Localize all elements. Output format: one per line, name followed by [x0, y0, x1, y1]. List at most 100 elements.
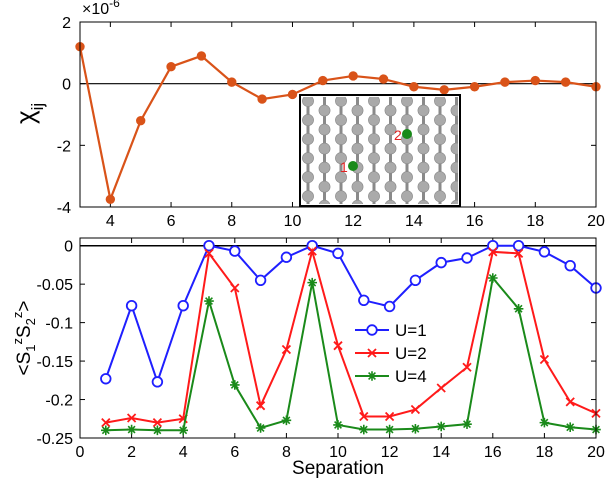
- data-point-u1: [203, 239, 215, 252]
- legend-marker-u2: [367, 348, 377, 358]
- chi-data-point: [196, 51, 207, 61]
- data-point-u2: [126, 413, 137, 423]
- lattice-atom: [484, 105, 495, 116]
- top-x-tick-label: 18: [526, 213, 544, 230]
- data-point-u1: [538, 246, 551, 258]
- data-point-u1: [332, 247, 344, 260]
- bottom-y-tick-label: -0.1: [45, 316, 73, 333]
- lattice-atom: [318, 142, 331, 155]
- lattice-atom: [385, 238, 396, 249]
- lattice-atom: [384, 104, 397, 117]
- lattice-atom: [450, 199, 458, 204]
- lattice-atom: [384, 199, 397, 204]
- top-plot-frame: [79, 21, 597, 208]
- data-point-u4: [359, 424, 369, 435]
- lattice-atom: [286, 238, 297, 249]
- legend-label-u1: U=1: [395, 321, 427, 340]
- lattice-atom: [286, 143, 297, 154]
- exponent-label: ×10-6: [82, 0, 120, 18]
- top-x-tick-label: 6: [167, 213, 176, 230]
- data-point-u1: [177, 299, 189, 312]
- lattice-atom: [434, 114, 446, 126]
- bottom-x-tick-label: 12: [381, 444, 399, 461]
- legend-label-u4: U=4: [395, 367, 427, 386]
- lattice-atom: [318, 123, 331, 136]
- data-point-u2: [410, 404, 421, 415]
- lattice-atom: [302, 171, 314, 184]
- data-point-u4: [539, 417, 550, 428]
- lattice-atom: [319, 219, 330, 230]
- data-point-u2: [359, 411, 369, 422]
- chi-data-point: [348, 71, 358, 81]
- site-label-2: 2: [394, 127, 402, 143]
- lattice-atom: [319, 257, 330, 268]
- lattice-atom: [368, 171, 380, 184]
- data-point-u1: [280, 251, 293, 263]
- lattice-atom: [286, 105, 297, 116]
- lattice-atom: [302, 190, 314, 203]
- site-marker-1: [348, 161, 358, 171]
- lattice-atom: [451, 295, 462, 306]
- site-label-1: 1: [340, 159, 348, 175]
- bottom-plot-frame: [79, 237, 597, 439]
- lattice-atom: [368, 267, 379, 278]
- lattice-atom: [368, 133, 380, 146]
- lattice-atom: [385, 276, 396, 287]
- lattice-atom: [484, 162, 495, 173]
- data-point-u4: [410, 423, 421, 434]
- lattice-atom: [368, 286, 379, 297]
- lattice-atoms: [286, 95, 495, 306]
- lattice-atom: [450, 123, 458, 136]
- lattice-atom: [451, 238, 462, 249]
- lattice-atom: [318, 199, 331, 204]
- lattice-inset: 12: [286, 94, 495, 306]
- data-point-u4: [230, 380, 240, 390]
- lattice-atom: [286, 181, 297, 192]
- lattice-atom: [450, 142, 458, 155]
- data-point-u4: [384, 424, 395, 435]
- lattice-atom: [302, 97, 314, 107]
- lattice-atom: [302, 152, 314, 165]
- chi-data-point: [318, 75, 328, 86]
- lattice-atom: [417, 104, 430, 117]
- data-point-u4: [488, 273, 498, 283]
- data-point-u4: [307, 277, 317, 288]
- lattice-atom: [335, 97, 347, 107]
- lattice-atom: [401, 152, 413, 165]
- data-point-u2: [255, 401, 266, 411]
- lattice-atom: [467, 267, 478, 278]
- lattice-atom: [385, 219, 396, 230]
- data-point-u4: [101, 425, 111, 436]
- data-point-u2: [565, 397, 575, 407]
- data-point-u4: [126, 424, 137, 435]
- lattice-atom: [318, 180, 331, 193]
- bottom-y-tick-label: -0.25: [37, 431, 74, 448]
- data-point-u1: [358, 294, 370, 307]
- lattice-atom: [335, 286, 346, 297]
- lattice-atom: [335, 171, 347, 184]
- lattice-atom: [434, 190, 446, 203]
- bottom-y-tick-label: 0: [64, 239, 73, 256]
- data-point-u2: [539, 354, 550, 365]
- lattice-atom: [401, 171, 413, 184]
- lattice-atom: [417, 180, 430, 193]
- lattice-atom: [401, 248, 412, 259]
- lattice-atom: [467, 95, 478, 106]
- bottom-y-tick-label: -0.05: [37, 277, 74, 294]
- bottom-x-tick-label: 2: [127, 444, 136, 461]
- lattice-atom: [434, 210, 445, 221]
- lattice-atom: [335, 152, 347, 165]
- lattice-atom: [302, 114, 314, 126]
- chi-data-point: [287, 89, 298, 100]
- legend-marker-u4: [367, 371, 377, 381]
- lattice-atom: [450, 161, 458, 174]
- bottom-y-axis-label: <S1zS2z>: [10, 300, 38, 375]
- data-point-u4: [255, 423, 266, 433]
- bottom-x-tick-label: 8: [282, 444, 291, 461]
- data-point-u1: [461, 252, 473, 264]
- lattice-atom: [335, 267, 346, 278]
- lattice-atom: [351, 123, 364, 136]
- bottom-y-tick-label: -0.2: [45, 393, 73, 410]
- data-point-u4: [178, 425, 188, 436]
